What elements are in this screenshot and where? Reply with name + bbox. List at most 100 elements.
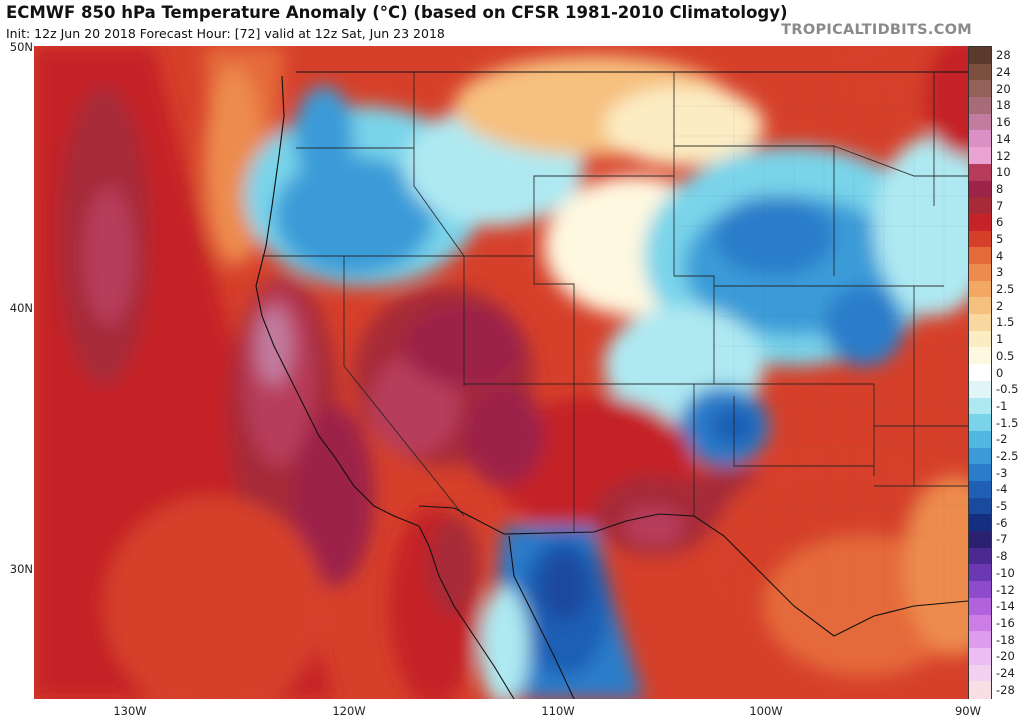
anomaly-shading bbox=[34, 46, 968, 699]
colorbar-swatch bbox=[969, 347, 991, 365]
colorbar-swatch bbox=[969, 564, 991, 582]
colorbar-swatch bbox=[969, 97, 991, 115]
colorbar-swatch bbox=[969, 514, 991, 532]
colorbar-label: -8 bbox=[996, 549, 1008, 564]
colorbar-swatch bbox=[969, 180, 991, 198]
colorbar-label: 8 bbox=[996, 181, 1004, 196]
colorbar-swatch bbox=[969, 80, 991, 98]
colorbar-label: -5 bbox=[996, 499, 1008, 514]
borders bbox=[255, 71, 968, 699]
colorbar-swatch bbox=[969, 414, 991, 432]
colorbar-label: 5 bbox=[996, 231, 1004, 246]
colorbar-swatch bbox=[969, 430, 991, 449]
colorbar-label: 20 bbox=[996, 81, 1011, 96]
colorbar-label: -7 bbox=[996, 532, 1008, 547]
gulf-coastline bbox=[833, 600, 968, 637]
gulf-of-california-coast bbox=[508, 535, 575, 699]
county-grid bbox=[674, 72, 968, 606]
colorbar-swatch bbox=[969, 197, 991, 215]
colorbar-swatch bbox=[969, 364, 991, 382]
colorbar-swatch bbox=[969, 681, 991, 699]
colorbar-swatch bbox=[969, 647, 991, 666]
colorbar-swatch bbox=[969, 614, 991, 632]
lon-label-120w: 120W bbox=[332, 704, 366, 718]
lon-label-90w: 90W bbox=[954, 704, 982, 718]
brand-watermark: TROPICALTIDBITS.COM bbox=[781, 22, 972, 38]
colorbar-swatch bbox=[969, 547, 991, 566]
colorbar-swatch bbox=[969, 497, 991, 515]
colorbar-label: -6 bbox=[996, 515, 1008, 530]
anomaly-map[interactable] bbox=[34, 46, 968, 699]
colorbar-label: -1 bbox=[996, 398, 1008, 413]
lon-label-110w: 110W bbox=[541, 704, 575, 718]
colorbar-label: -18 bbox=[996, 632, 1015, 647]
colorbar-label: 6 bbox=[996, 215, 1004, 230]
colorbar-label: -10 bbox=[996, 565, 1015, 580]
forecast-info: Init: 12z Jun 20 2018 Forecast Hour: [72… bbox=[6, 26, 445, 41]
colorbar-swatch bbox=[969, 264, 991, 282]
colorbar-label: 3 bbox=[996, 265, 1004, 280]
colorbar bbox=[968, 46, 992, 699]
map-title: ECMWF 850 hPa Temperature Anomaly (°C) (… bbox=[6, 3, 788, 22]
colorbar-label: 0 bbox=[996, 365, 1004, 380]
colorbar-label: -1.5 bbox=[996, 415, 1019, 430]
colorbar-swatch bbox=[969, 213, 991, 232]
colorbar-label: -14 bbox=[996, 599, 1015, 614]
colorbar-label: -4 bbox=[996, 482, 1008, 497]
colorbar-swatch bbox=[969, 481, 991, 499]
colorbar-swatch bbox=[969, 163, 991, 182]
colorbar-swatch bbox=[969, 47, 991, 65]
colorbar-swatch bbox=[969, 247, 991, 265]
colorbar-label: -3 bbox=[996, 465, 1008, 480]
colorbar-label: 24 bbox=[996, 65, 1011, 80]
colorbar-swatch bbox=[969, 597, 991, 616]
colorbar-swatch bbox=[969, 397, 991, 415]
colorbar-swatch bbox=[969, 147, 991, 165]
colorbar-swatch bbox=[969, 581, 991, 599]
state-lines bbox=[262, 72, 968, 532]
colorbar-label: 2.5 bbox=[996, 282, 1015, 297]
colorbar-label: -2.5 bbox=[996, 448, 1019, 463]
anomaly-map-svg bbox=[34, 46, 968, 699]
colorbar-label: 1 bbox=[996, 332, 1004, 347]
colorbar-label: -12 bbox=[996, 582, 1015, 597]
colorbar-label: 0.5 bbox=[996, 348, 1015, 363]
colorbar-swatch bbox=[969, 314, 991, 332]
colorbar-label: -16 bbox=[996, 615, 1015, 630]
mexico-border bbox=[418, 505, 835, 637]
colorbar-swatch bbox=[969, 130, 991, 148]
colorbar-label: 4 bbox=[996, 248, 1004, 263]
lat-label-50n: 50N bbox=[0, 40, 39, 54]
pacific-coastline bbox=[255, 75, 515, 699]
colorbar-label: 16 bbox=[996, 115, 1011, 130]
colorbar-swatch bbox=[969, 664, 991, 682]
colorbar-label: 1.5 bbox=[996, 315, 1015, 330]
colorbar-label: 2 bbox=[996, 298, 1004, 313]
lon-label-100w: 100W bbox=[749, 704, 783, 718]
colorbar-swatch bbox=[969, 531, 991, 549]
colorbar-label: 28 bbox=[996, 48, 1011, 63]
colorbar-label: 18 bbox=[996, 98, 1011, 113]
colorbar-swatch bbox=[969, 447, 991, 465]
lat-label-30n: 30N bbox=[0, 562, 39, 576]
lat-label-40n: 40N bbox=[0, 301, 39, 315]
colorbar-label: -28 bbox=[996, 682, 1015, 697]
lon-label-130w: 130W bbox=[113, 704, 147, 718]
colorbar-swatch bbox=[969, 297, 991, 315]
colorbar-swatch bbox=[969, 330, 991, 349]
colorbar-label: -24 bbox=[996, 665, 1015, 680]
colorbar-label: 14 bbox=[996, 131, 1011, 146]
colorbar-label: -2 bbox=[996, 432, 1008, 447]
colorbar-label: -20 bbox=[996, 649, 1015, 664]
colorbar-swatch bbox=[969, 113, 991, 132]
colorbar-swatch bbox=[969, 464, 991, 482]
colorbar-swatch bbox=[969, 63, 991, 81]
colorbar-swatch bbox=[969, 230, 991, 248]
colorbar-swatch bbox=[969, 631, 991, 649]
colorbar-swatch bbox=[969, 280, 991, 298]
colorbar-label: 10 bbox=[996, 165, 1011, 180]
colorbar-label: -0.5 bbox=[996, 382, 1019, 397]
colorbar-label: 12 bbox=[996, 148, 1011, 163]
colorbar-swatch bbox=[969, 380, 991, 399]
colorbar-label: 7 bbox=[996, 198, 1004, 213]
